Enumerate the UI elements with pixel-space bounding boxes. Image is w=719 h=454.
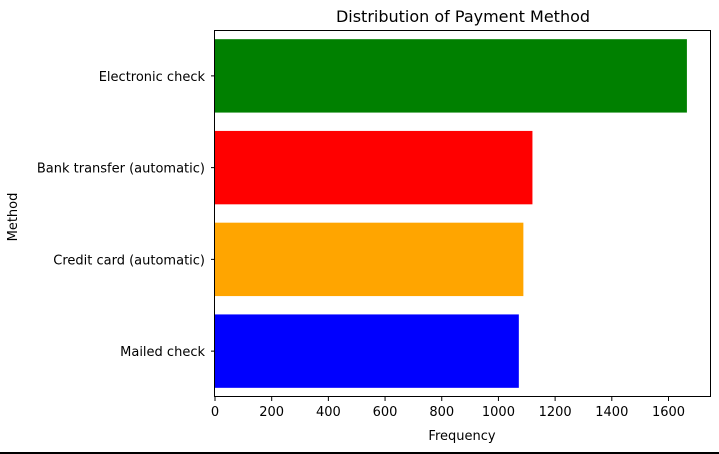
- x-tick-label: 1200: [539, 405, 572, 420]
- x-tick-label: 1600: [652, 405, 685, 420]
- x-ticks: 0 200 400 600 800 1000 1200 1400 1600: [211, 397, 685, 420]
- x-tick-label: 0: [211, 405, 219, 420]
- y-axis-label: Method: [6, 193, 21, 242]
- bar-3: [215, 314, 519, 388]
- y-tick-label: Mailed check: [120, 345, 205, 360]
- x-tick-label: 400: [316, 405, 341, 420]
- y-tick-label: Credit card (automatic): [53, 253, 205, 268]
- plot-frame: [214, 30, 711, 397]
- bar-2: [215, 222, 524, 297]
- x-axis-label: Frequency: [428, 429, 495, 444]
- y-tick-label: Bank transfer (automatic): [37, 162, 205, 177]
- bars-group: [215, 39, 687, 388]
- bottom-border: [0, 452, 719, 454]
- bar-1: [215, 130, 533, 205]
- x-tick-label: 800: [429, 405, 454, 420]
- x-tick-label: 200: [259, 405, 284, 420]
- x-tick-label: 1000: [482, 405, 515, 420]
- y-ticks: Electronic check Bank transfer (automatic…: [37, 70, 215, 360]
- chart-title: Distribution of Payment Method: [336, 7, 590, 26]
- x-tick-label: 600: [373, 405, 398, 420]
- x-tick-label: 1400: [595, 405, 628, 420]
- bar-0: [215, 39, 687, 113]
- y-tick-label: Electronic check: [99, 70, 206, 85]
